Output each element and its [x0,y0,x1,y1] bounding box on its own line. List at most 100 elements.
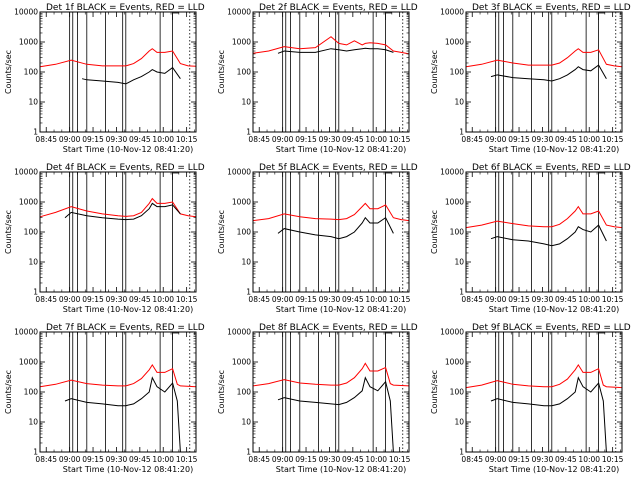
panel-plot: Det 4f BLACK = Events, RED = LLD 1 10 100 10… [4,163,205,314]
y-tick-label: 1 [459,128,464,137]
x-tick-label: 09:30 [532,135,554,144]
y-tick-label: 10000 [440,168,464,177]
detector-panel: Det 2f BLACK = Events, RED = LLD 1 10 100 10… [213,0,426,160]
x-tick-label: 10:15 [602,295,624,304]
y-tick-label: 100 [24,228,39,237]
x-tick-label: 09:30 [319,135,341,144]
x-tick-label: 10:00 [365,295,387,304]
x-tick-label: 09:30 [106,135,128,144]
x-axis-label: Start Time (10-Nov-12 08:41:20) [63,305,193,314]
y-tick-label: 100 [450,388,465,397]
x-tick-label: 10:15 [602,135,624,144]
y-tick-label: 10000 [227,8,251,17]
events-series-line [490,376,607,453]
x-axis-label: Start Time (10-Nov-12 08:41:20) [276,465,406,474]
y-tick-label: 1000 [445,358,464,367]
x-tick-label: 10:15 [389,135,411,144]
interval-bracket [172,12,179,20]
detector-panel: Det 3f BLACK = Events, RED = LLD 1 10 100 10… [426,0,639,160]
x-tick-label: 10:15 [389,295,411,304]
detector-panel: Det 8f BLACK = Events, RED = LLD 1 10 100 10… [213,320,426,480]
x-tick-label: 09:15 [508,455,530,464]
panel-plot: Det 6f BLACK = Events, RED = LLD 1 10 100 10… [430,163,631,314]
y-tick-label: 1000 [19,38,38,47]
lld-series-line [465,205,623,229]
x-axis-label: Start Time (10-Nov-12 08:41:20) [276,305,406,314]
events-series-line [277,47,394,54]
x-tick-label: 09:00 [272,295,294,304]
x-tick-label: 10:00 [578,135,600,144]
x-tick-label: 08:45 [35,135,57,144]
y-axis-label: Counts/sec [430,210,439,254]
x-tick-label: 10:00 [152,455,174,464]
x-tick-label: 10:15 [389,455,411,464]
x-tick-label: 09:00 [59,135,81,144]
y-tick-label: 100 [237,68,252,77]
y-tick-label: 1 [459,448,464,457]
interval-bracket [385,12,392,20]
y-tick-label: 10000 [14,328,38,337]
interval-bracket [598,12,605,20]
events-series-line [64,202,181,221]
x-tick-label: 09:45 [342,295,364,304]
y-axis-label: Counts/sec [4,210,13,254]
panel-title: Det 3f BLACK = Events, RED = LLD [472,3,631,13]
events-series-line [490,64,607,82]
y-tick-label: 10000 [14,168,38,177]
y-tick-label: 10 [28,98,38,107]
y-tick-label: 100 [237,228,252,237]
panel-plot: Det 2f BLACK = Events, RED = LLD 1 10 100 10… [217,3,418,154]
panel-plot: Det 3f BLACK = Events, RED = LLD 1 10 100 10… [430,3,631,154]
interval-bracket [598,332,605,340]
panel-title: Det 7f BLACK = Events, RED = LLD [46,323,205,333]
events-series-line [277,376,394,453]
x-tick-label: 10:00 [152,135,174,144]
y-tick-label: 1 [246,448,251,457]
panel-title: Det 6f BLACK = Events, RED = LLD [472,163,631,173]
y-tick-label: 100 [237,388,252,397]
x-tick-label: 09:45 [555,455,577,464]
events-series-line [490,224,607,247]
y-tick-label: 1000 [232,198,251,207]
lld-series-line [39,363,197,388]
detector-panel: Det 9f BLACK = Events, RED = LLD 1 10 100 10… [426,320,639,480]
x-axis-label: Start Time (10-Nov-12 08:41:20) [489,145,619,154]
panel-plot: Det 7f BLACK = Events, RED = LLD 1 10 100 10… [4,323,205,474]
x-tick-label: 10:00 [578,295,600,304]
x-tick-label: 09:00 [59,455,81,464]
panel-title: Det 4f BLACK = Events, RED = LLD [46,163,205,173]
y-tick-label: 1000 [19,198,38,207]
panel-plot: Det 8f BLACK = Events, RED = LLD 1 10 100 10… [217,323,418,474]
lld-series-line [39,197,197,218]
y-tick-label: 10 [241,98,251,107]
panel-plot: Det 9f BLACK = Events, RED = LLD 1 10 100 10… [430,323,631,474]
x-tick-label: 09:15 [82,295,104,304]
x-tick-label: 09:15 [508,135,530,144]
y-tick-label: 100 [24,388,39,397]
y-tick-label: 10 [454,258,464,267]
x-tick-label: 10:00 [578,455,600,464]
lld-series-line [465,363,623,389]
y-axis-label: Counts/sec [217,50,226,94]
panel-title: Det 9f BLACK = Events, RED = LLD [472,323,631,333]
x-tick-label: 10:15 [602,455,624,464]
y-tick-label: 1 [33,128,38,137]
x-tick-label: 09:45 [129,455,151,464]
x-tick-label: 08:45 [35,455,57,464]
x-tick-label: 08:45 [248,135,270,144]
y-tick-label: 1 [246,128,251,137]
lld-series-line [252,202,410,222]
x-tick-label: 09:45 [129,135,151,144]
y-axis-label: Counts/sec [4,370,13,414]
detector-panel: Det 1f BLACK = Events, RED = LLD 1 10 100 10… [0,0,213,160]
x-tick-label: 08:45 [461,455,483,464]
x-tick-label: 10:00 [152,295,174,304]
panel-title: Det 1f BLACK = Events, RED = LLD [46,3,205,13]
y-tick-label: 10 [28,258,38,267]
x-axis-label: Start Time (10-Nov-12 08:41:20) [489,465,619,474]
lld-series-line [465,48,623,68]
y-tick-label: 10000 [440,328,464,337]
x-tick-label: 08:45 [248,295,270,304]
y-tick-label: 10 [28,418,38,427]
lld-series-line [252,36,410,55]
